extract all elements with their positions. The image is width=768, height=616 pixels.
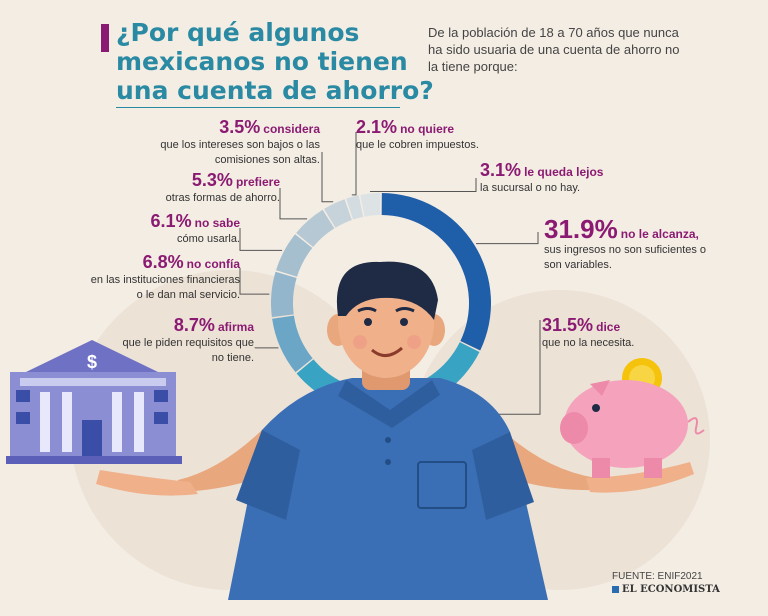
label-desc: que le cobren impuestos. (356, 139, 479, 151)
label-desc: que le piden requisitos que (122, 337, 254, 349)
title-accent-bar (101, 24, 109, 52)
title-divider (116, 107, 400, 108)
label-queda-lejos: 3.1% le queda lejos la sucursal o no hay… (480, 160, 640, 196)
left-hand (96, 470, 198, 496)
label-desc: comisiones son altas. (214, 154, 320, 166)
bank-illustration: $ (6, 340, 182, 464)
label-desc: son variables. (544, 259, 612, 271)
label-desc: que los intereses son bajos o las (160, 139, 320, 151)
leader-line (239, 228, 283, 251)
label-no-la-necesita: 31.5% dice que no la necesita. (542, 315, 722, 351)
label-pct: 31.9% (544, 214, 618, 244)
label-highlight: prefiere (235, 175, 280, 189)
label-desc: cómo usarla. (177, 233, 240, 245)
left-eye (364, 318, 372, 326)
label-pct: 3.5% (219, 117, 261, 137)
label-no-sabe: 6.1% no sabe cómo usarla. (100, 211, 240, 247)
donut-segment (275, 234, 313, 277)
label-no-quiere: 2.1% no quiere que le cobren impuestos. (356, 117, 506, 153)
left-sleeve (236, 430, 300, 520)
right-hand (586, 462, 694, 493)
brand-name: EL ECONOMISTA (622, 584, 720, 595)
label-desc: otras formas de ahorro. (165, 192, 280, 204)
donut-segment (381, 193, 491, 351)
donut-segment (272, 315, 313, 373)
label-desc: la sucursal o no hay. (480, 182, 581, 194)
label-highlight: no le alcanza, (620, 227, 699, 241)
leader-lines (239, 132, 541, 415)
label-requisitos: 8.7% afirma que le piden requisitos que … (84, 315, 254, 366)
leader-line (279, 188, 308, 220)
brand-square-icon (612, 586, 619, 593)
donut-segment (324, 199, 352, 228)
brand-logo: EL ECONOMISTA (612, 584, 720, 595)
label-desc: sus ingresos no son suficientes o (544, 244, 707, 256)
title-line-1: ¿Por qué algunos (116, 18, 360, 47)
label-desc: en las instituciones financieras (90, 274, 240, 286)
label-pct: 6.1% (150, 211, 192, 231)
label-desc: no tiene. (211, 352, 254, 364)
label-prefiere: 5.3% prefiere otras formas de ahorro. (130, 170, 280, 206)
page-title: ¿Por qué algunos mexicanos no tienen una… (116, 18, 434, 105)
label-pct: 6.8% (142, 252, 184, 272)
label-highlight: no sabe (194, 216, 240, 230)
label-highlight: considera (263, 122, 320, 136)
piggy-bank-illustration (560, 358, 705, 478)
label-pct: 5.3% (191, 170, 233, 190)
right-eye (400, 318, 408, 326)
bank-dollar-sign: $ (87, 352, 97, 372)
subtitle: De la población de 18 a 70 años que nunc… (428, 25, 680, 74)
leader-line (321, 152, 334, 203)
donut-segment (346, 195, 364, 220)
label-desc: que no la necesita. (542, 337, 635, 349)
man-illustration (96, 261, 694, 600)
label-pct: 3.1% (480, 160, 522, 180)
leader-line (351, 132, 357, 196)
collar (338, 380, 440, 428)
smile (371, 346, 403, 357)
right-sleeve (472, 432, 534, 520)
title-line-3: una cuenta de ahorro? (116, 76, 434, 105)
label-highlight: no quiere (400, 122, 455, 136)
label-no-le-alcanza: 31.9% no le alcanza, sus ingresos no son… (544, 216, 754, 273)
label-pct: 31.5% (542, 315, 594, 335)
leader-line (239, 268, 270, 295)
label-pct: 2.1% (356, 117, 398, 137)
shirt (228, 378, 548, 600)
label-highlight: no confía (186, 257, 240, 271)
donut-segment (271, 271, 297, 318)
title-line-2: mexicanos no tienen (116, 47, 408, 76)
label-highlight: dice (596, 320, 621, 334)
pocket (417, 461, 467, 509)
hair (336, 261, 438, 320)
leader-line (475, 232, 539, 245)
donut-segment (360, 193, 381, 217)
donut-segment (296, 209, 335, 248)
label-no-confia: 6.8% no confía en las instituciones fina… (70, 252, 240, 303)
label-considera: 3.5% considera que los intereses son baj… (150, 117, 320, 168)
source-text: FUENTE: ENIF2021 (612, 571, 703, 582)
label-desc: o le dan mal servicio. (136, 289, 240, 301)
leader-line (369, 178, 477, 193)
label-highlight: afirma (217, 320, 254, 334)
label-highlight: le queda lejos (524, 165, 604, 179)
label-pct: 8.7% (173, 315, 215, 335)
